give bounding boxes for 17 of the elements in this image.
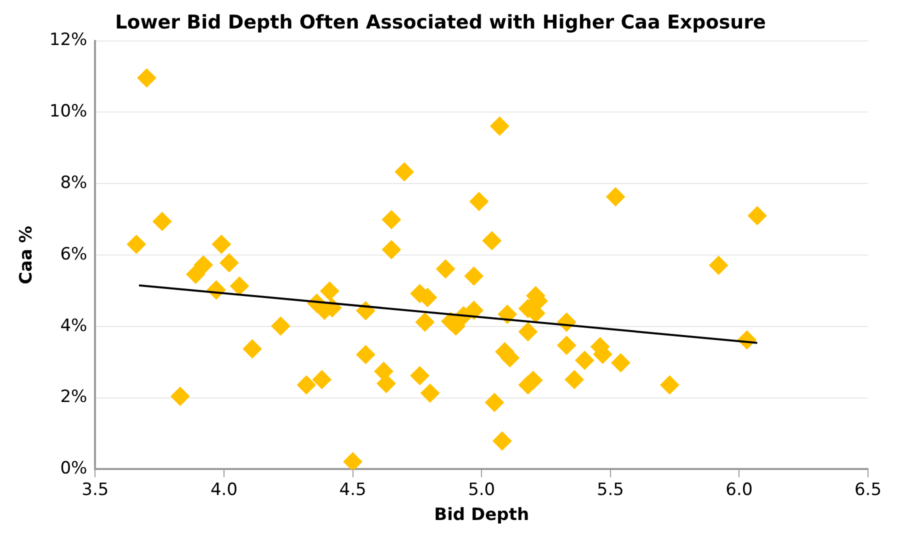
y-tick-label: 8%	[60, 173, 88, 194]
x-tick-label: 5.5	[596, 480, 624, 500]
y-tick-label: 4%	[60, 316, 88, 336]
y-tick-label: 12%	[49, 30, 88, 50]
y-tick-label: 6%	[60, 244, 88, 264]
x-tick-label: 6.5	[854, 480, 882, 500]
y-tick-label: 0%	[60, 458, 88, 479]
chart-title: Lower Bid Depth Often Associated with Higher Caa Exposure	[115, 11, 766, 34]
x-tick-label: 3.5	[82, 480, 109, 500]
x-tick-label: 4.5	[339, 480, 366, 500]
x-tick-label: 6.0	[726, 480, 753, 500]
x-tick-label: 5.0	[468, 480, 496, 500]
x-tick-label: 4.0	[210, 480, 238, 500]
y-tick-label: 2%	[60, 387, 88, 408]
y-tick-label: 10%	[49, 102, 88, 122]
y-axis-title: Caa %	[16, 226, 37, 284]
x-axis-title: Bid Depth	[434, 505, 530, 526]
